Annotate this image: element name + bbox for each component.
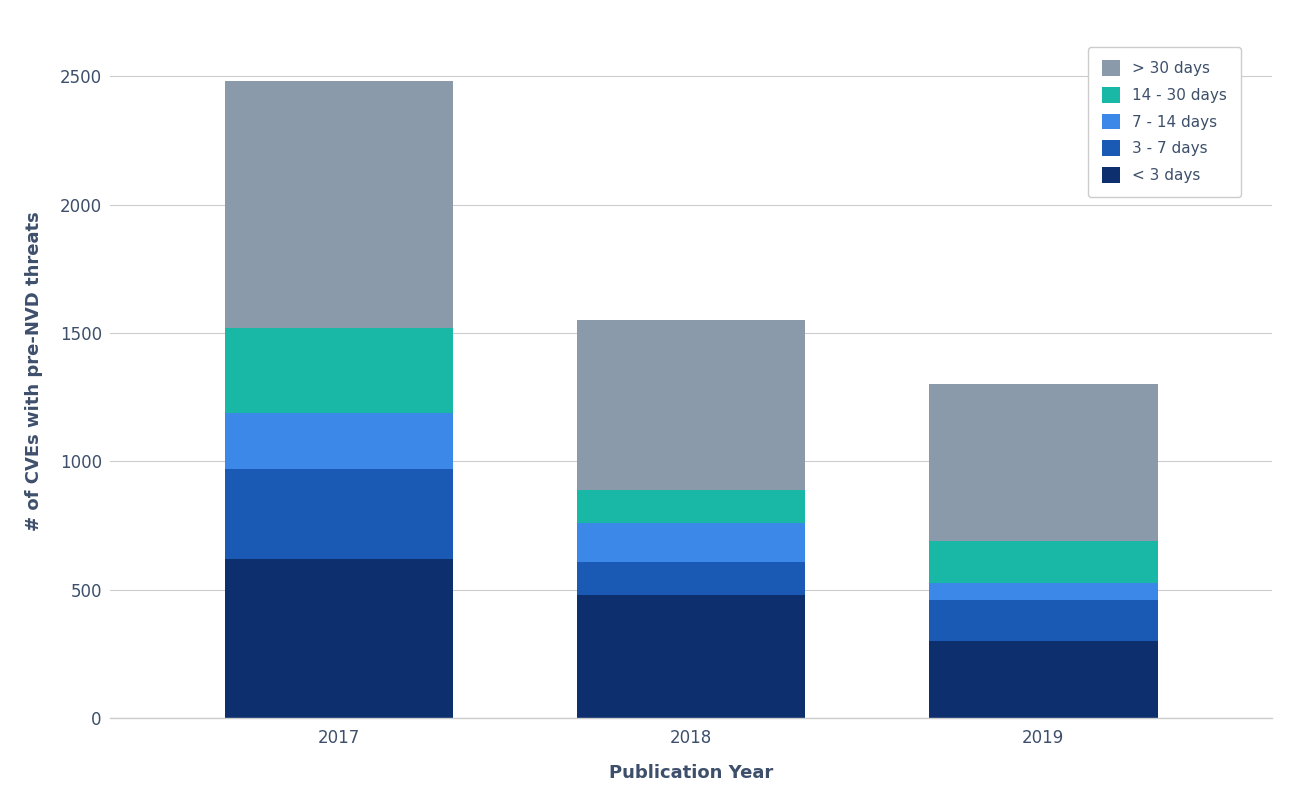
Bar [929, 583, 1158, 600]
Bar [224, 82, 454, 328]
Bar [577, 562, 805, 595]
Bar [577, 523, 805, 562]
Bar [929, 600, 1158, 642]
Bar [929, 642, 1158, 718]
Legend: > 30 days, 14 - 30 days, 7 - 14 days, 3 - 7 days, < 3 days: > 30 days, 14 - 30 days, 7 - 14 days, 3 … [1088, 47, 1241, 197]
Bar [577, 595, 805, 718]
X-axis label: Publication Year: Publication Year [608, 764, 773, 782]
Bar [577, 320, 805, 490]
Bar [224, 469, 454, 559]
Bar [929, 384, 1158, 541]
Bar [577, 490, 805, 523]
Bar [224, 559, 454, 718]
Y-axis label: # of CVEs with pre-NVD threats: # of CVEs with pre-NVD threats [25, 211, 43, 532]
Bar [929, 541, 1158, 583]
Bar [224, 412, 454, 469]
Bar [224, 328, 454, 412]
